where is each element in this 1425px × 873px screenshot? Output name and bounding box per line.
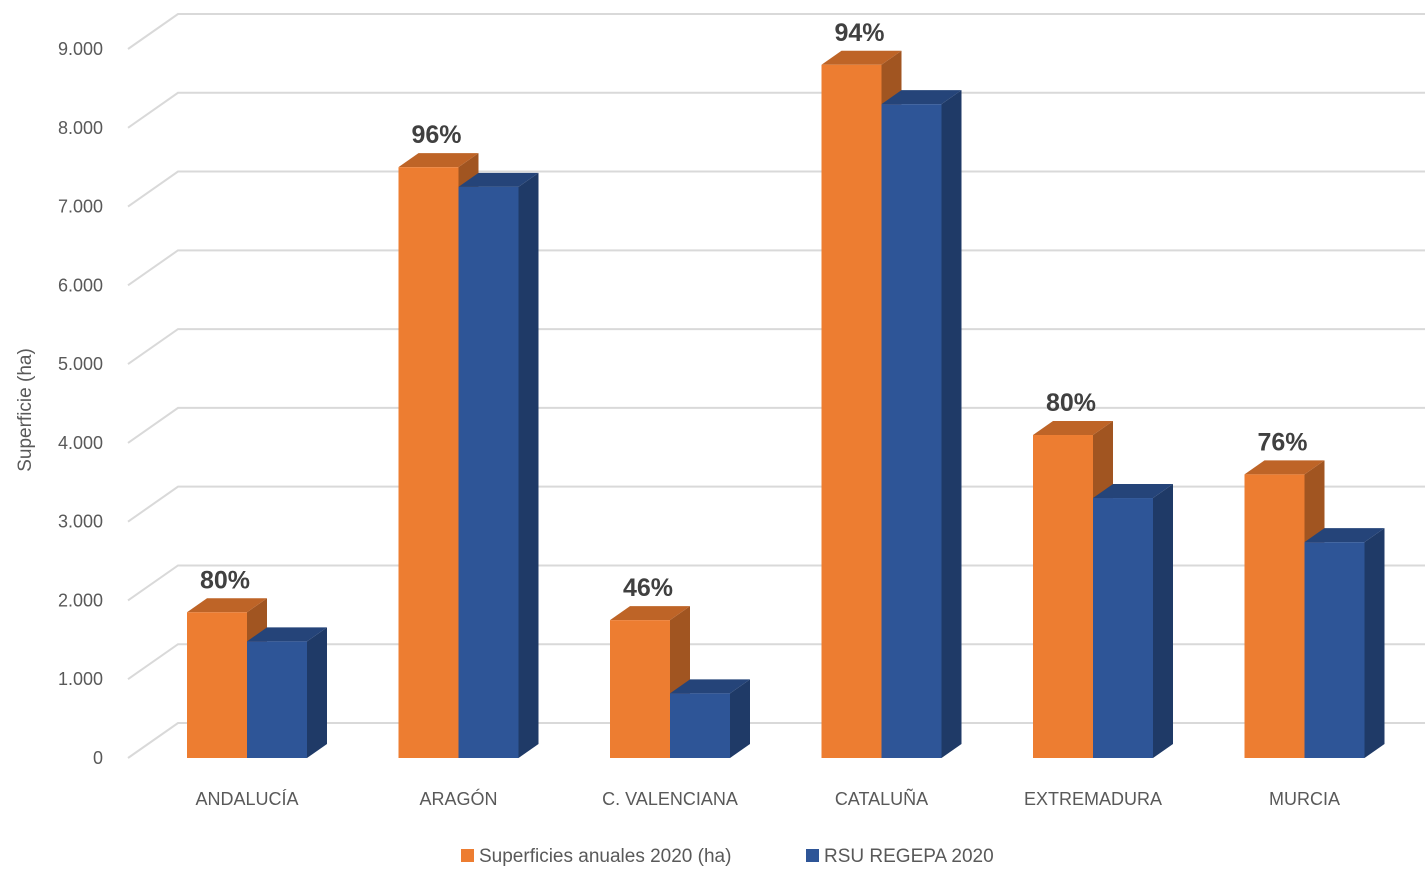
bar-side [941, 90, 962, 758]
bar-top [458, 172, 539, 187]
bar-front [670, 693, 730, 758]
x-category-label: C. VALENCIANA [602, 789, 738, 809]
gridline [127, 249, 1425, 287]
bar-side [518, 172, 539, 759]
gridline [127, 170, 1425, 208]
bar [670, 679, 750, 758]
bar-top [1093, 484, 1173, 499]
y-tick-label: 3.000 [58, 512, 103, 532]
bar-front [1304, 542, 1365, 758]
bar-top [881, 90, 962, 105]
bar-top [1033, 421, 1113, 436]
y-tick-label: 6.000 [58, 275, 103, 295]
bar-front [1033, 435, 1093, 758]
gridline [127, 406, 1425, 444]
y-tick-label: 1.000 [58, 669, 103, 689]
gridline [127, 91, 1425, 129]
legend-item: Superficies anuales 2020 (ha) [461, 846, 731, 867]
bar-front [458, 186, 519, 759]
gridline [127, 328, 1425, 365]
y-tick-label: 0 [93, 748, 103, 768]
legend-label: RSU REGEPA 2020 [824, 846, 994, 867]
gridline [127, 485, 1425, 523]
bar-side [1364, 528, 1385, 758]
data-label: 46% [623, 574, 673, 602]
bar [458, 172, 539, 759]
bar-top [398, 153, 479, 168]
bar-top [187, 598, 267, 613]
bar-front [247, 641, 307, 758]
data-label: 80% [200, 566, 250, 594]
legend-swatch [806, 849, 819, 862]
y-tick-label: 5.000 [58, 354, 103, 374]
bar-top [1244, 460, 1325, 475]
x-category-label: ARAGÓN [419, 788, 497, 809]
bar-top [670, 679, 750, 694]
bar [1093, 484, 1173, 758]
bar [881, 90, 962, 758]
bar-front [821, 64, 882, 758]
bar [1304, 528, 1385, 758]
bar-top [821, 50, 902, 65]
data-labels: 80% 96% 46% 94% 80% 76% [200, 19, 1308, 602]
bars [187, 50, 1385, 759]
bar-side [730, 679, 750, 758]
x-category-label: MURCIA [1269, 789, 1340, 809]
bar-side [1153, 484, 1173, 758]
legend-swatch [461, 849, 474, 862]
bar-front [610, 620, 670, 758]
y-tick-label: 8.000 [58, 118, 103, 138]
legend: Superficies anuales 2020 (ha) RSU REGEPA … [461, 846, 994, 867]
data-label: 96% [411, 121, 461, 149]
legend-item: RSU REGEPA 2020 [806, 846, 994, 867]
bar-front [1093, 498, 1153, 758]
data-label: 94% [834, 19, 884, 47]
gridlines [127, 13, 1425, 759]
y-tick-label: 2.000 [58, 590, 103, 610]
y-axis-title: Superficie (ha) [15, 348, 36, 472]
bar-front [187, 612, 247, 758]
bar-top [610, 606, 690, 621]
y-tick-label: 9.000 [58, 39, 103, 59]
y-tick-label: 4.000 [58, 433, 103, 453]
x-category-label: EXTREMADURA [1024, 789, 1162, 809]
bar-top [1304, 528, 1385, 543]
x-axis-categories: ANDALUCÍA ARAGÓN C. VALENCIANA CATALUÑA EXTR… [195, 788, 1340, 809]
bar-front [398, 167, 459, 758]
bar-front [1244, 474, 1305, 758]
legend-label: Superficies anuales 2020 (ha) [479, 846, 731, 867]
gridline [127, 13, 1425, 50]
bar-top [247, 627, 327, 642]
bar-front [881, 104, 942, 758]
gridline [127, 564, 1425, 602]
y-tick-label: 7.000 [58, 197, 103, 217]
data-label: 76% [1257, 428, 1307, 456]
gridline [127, 722, 1425, 759]
data-label: 80% [1046, 389, 1096, 417]
bar [247, 627, 327, 758]
gridline [127, 643, 1425, 681]
y-axis-ticks: 0 1.000 2.000 3.000 4.000 5.000 6.000 7.000 8.00… [58, 39, 103, 768]
x-category-label: CATALUÑA [835, 788, 928, 809]
x-category-label: ANDALUCÍA [195, 789, 298, 809]
bar-side [307, 627, 327, 758]
